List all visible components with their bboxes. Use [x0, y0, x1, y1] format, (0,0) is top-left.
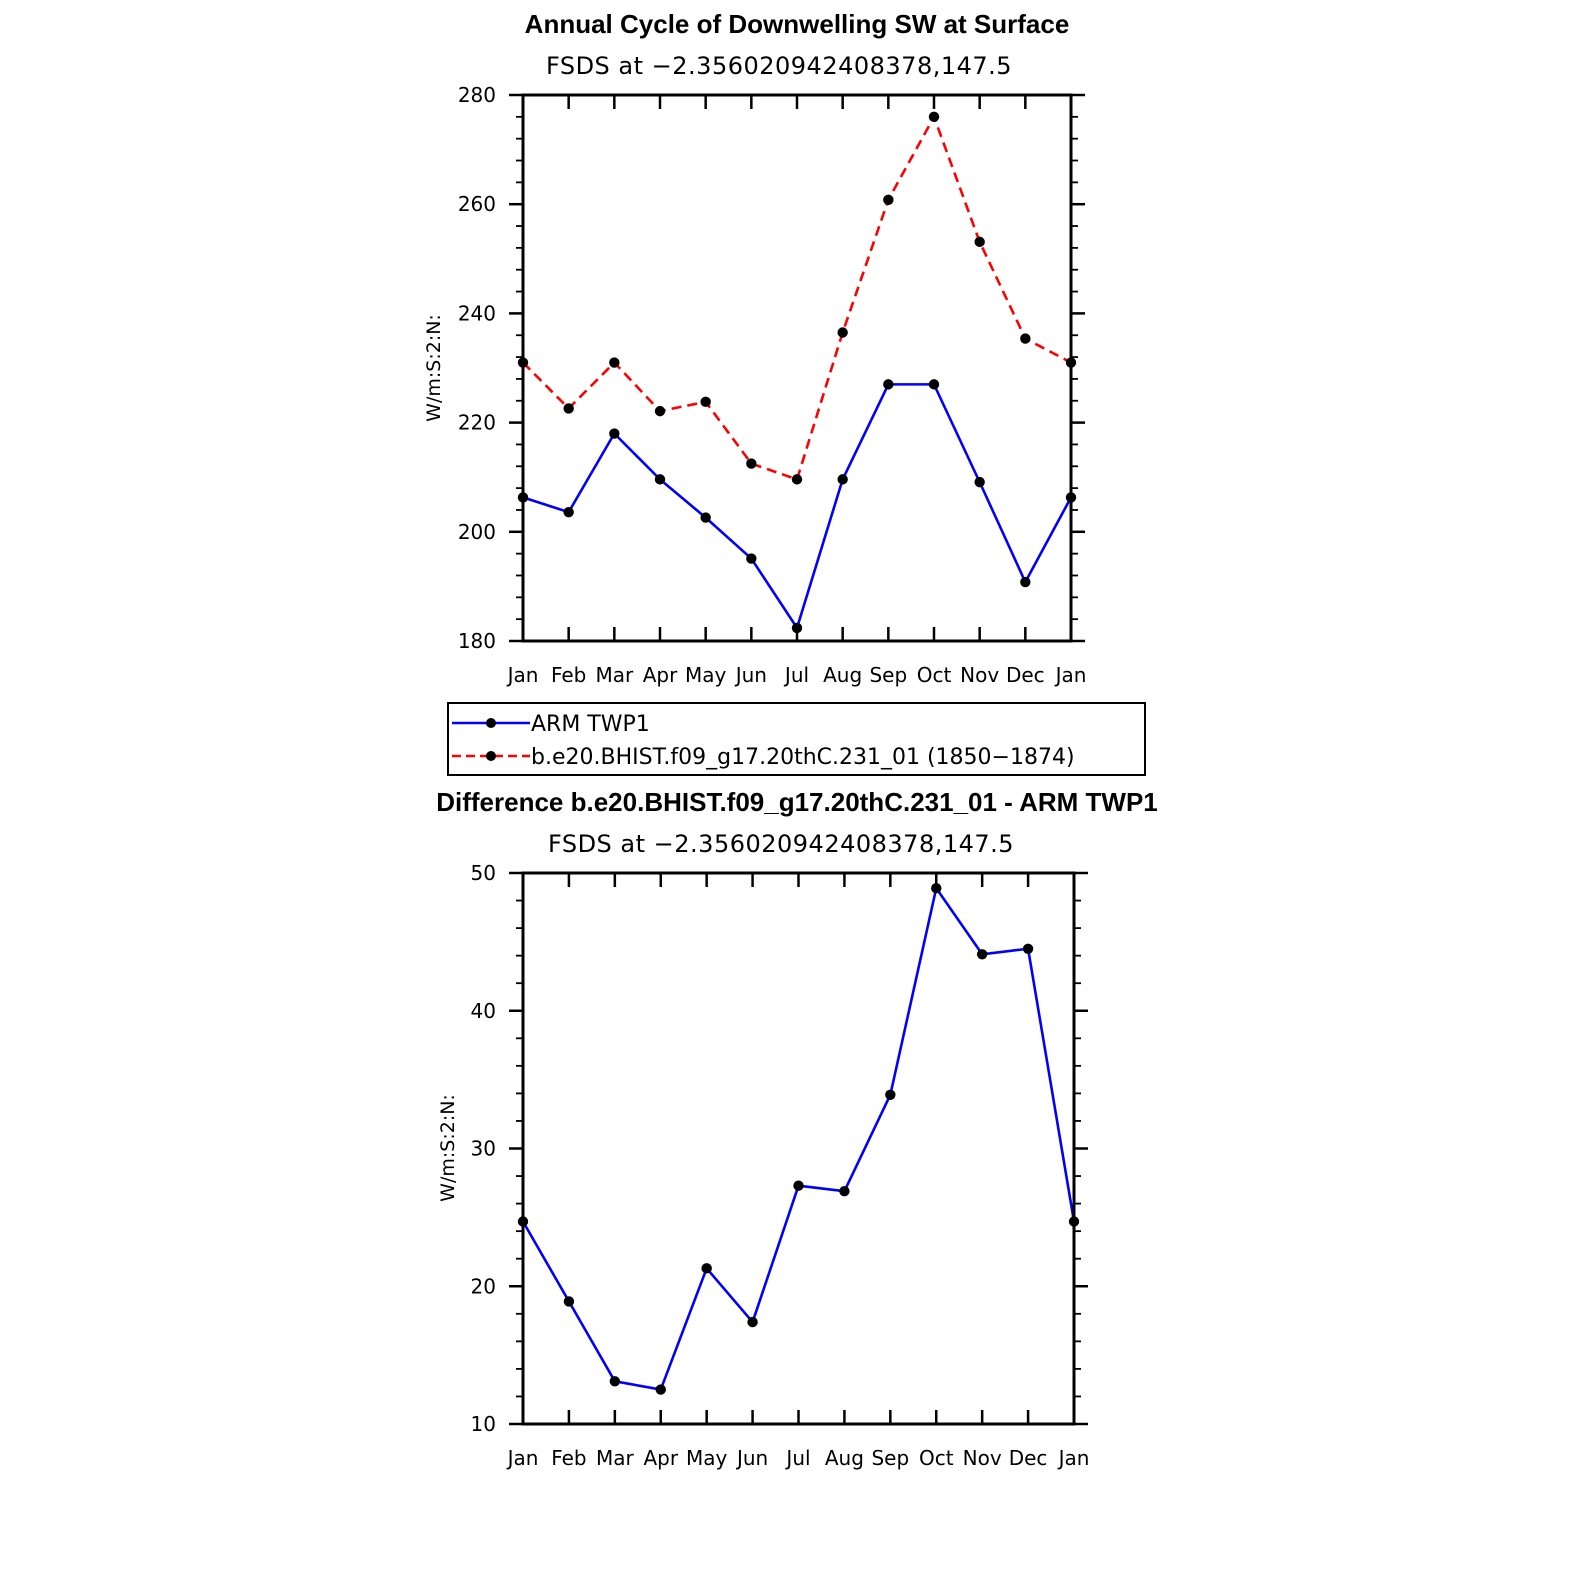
chart1-series-1-point [791, 474, 803, 485]
chart2-x-tick-label: Jan [506, 1446, 539, 1470]
chart2-x-tick-label: Jul [784, 1446, 810, 1470]
chart2-title: Difference b.e20.BHIST.f09_g17.20thC.231… [436, 787, 1158, 817]
chart1-y-tick-label: 200 [458, 520, 496, 544]
chart2-x-tick-label: Oct [919, 1446, 954, 1470]
chart1-x-tick-label: Aug [823, 663, 862, 687]
chart1-subtitle: FSDS at −2.356020942408378,147.5 [546, 52, 1012, 80]
chart1-series-0-point [928, 379, 940, 390]
chart1-x-tick-label: Mar [595, 663, 634, 687]
chart2-x-tick-label: Dec [1009, 1446, 1048, 1470]
chart2-series-0-point [563, 1296, 575, 1307]
chart2-x-tick-label: Mar [596, 1446, 635, 1470]
chart1-legend: ARM TWP1 b.e20.BHIST.f09_g17.20thC.231_0… [447, 702, 1146, 776]
chart1-series-group [517, 111, 1077, 634]
difference-chart: Difference b.e20.BHIST.f09_g17.20thC.231… [436, 787, 1158, 1470]
chart2-series-0-point [793, 1180, 804, 1191]
chart2-x-tick-label: Aug [825, 1446, 864, 1470]
chart1-x-tick-label: Nov [960, 663, 999, 687]
chart1-series-0-point [883, 379, 894, 390]
chart1-series-0-point [974, 476, 985, 488]
chart1-x-tick-label: Apr [643, 663, 678, 687]
chart1-x-tick-label: Dec [1006, 663, 1045, 687]
legend-model-label: b.e20.BHIST.f09_g17.20thC.231_01 (1850−1… [531, 745, 1075, 770]
chart2-y-tick-label: 40 [471, 999, 496, 1023]
chart2-series-0-point [931, 882, 942, 894]
chart1-series-1-point [1020, 333, 1031, 344]
chart2-axes: Jan Feb Mar Apr May Jun Jul Aug Sep Oct Nov Dec Jan 1… [471, 861, 1090, 1470]
chart1-plot-frame [521, 93, 1073, 643]
chart2-series-0-point [976, 949, 988, 960]
legend-model-marker [486, 751, 496, 761]
chart1-series-1-point [700, 396, 711, 408]
chart1-y-axis-label: W/m:S:2:N: [423, 314, 445, 422]
chart2-y-axis-label: W/m:S:2:N: [437, 1094, 459, 1202]
chart2-x-tick-label: Apr [643, 1446, 678, 1470]
chart2-series-0-point [609, 1376, 621, 1387]
chart2-series-0-line [521, 886, 1076, 1391]
chart1-series-0-point [746, 553, 757, 564]
chart1-series-1-point [928, 111, 940, 123]
chart1-x-tick-label: Jan [1054, 663, 1087, 687]
chart2-x-tick-label: Feb [551, 1446, 586, 1470]
chart1-series-1-point [837, 327, 848, 338]
chart1-series-0-point [700, 512, 711, 523]
chart2-x-tick-label: Jun [735, 1446, 768, 1470]
chart1-x-tick-label: Jan [506, 663, 539, 687]
chart1-y-tick-label: 220 [458, 411, 496, 435]
chart1-series-1-point [974, 236, 985, 248]
chart2-plot-frame [521, 871, 1076, 1426]
chart1-series-1-point [563, 403, 574, 414]
chart2-y-tick-label: 50 [471, 861, 496, 885]
chart1-series-0-point [791, 622, 803, 634]
chart1-y-tick-label: 280 [458, 83, 496, 107]
legend-box [447, 702, 1146, 776]
chart1-x-tick-label: Feb [551, 663, 586, 687]
chart2-y-tick-label: 10 [471, 1412, 496, 1436]
chart2-series-0-point [747, 1316, 758, 1328]
chart1-series-1-point [609, 357, 620, 368]
chart1-title: Annual Cycle of Downwelling SW at Surfac… [525, 9, 1070, 39]
chart1-x-tick-label: Oct [917, 663, 952, 687]
chart1-series-0-line [522, 383, 1073, 630]
chart1-series-0-point [563, 506, 574, 518]
chart1-x-tick-label: Jul [783, 663, 809, 687]
chart1-series-1-line [522, 115, 1072, 481]
chart1-series-0-point [654, 474, 666, 485]
legend-arm-marker [486, 718, 496, 728]
chart1-series-1-point [883, 194, 894, 206]
chart2-series-0-point [655, 1384, 666, 1395]
chart1-series-1-point [654, 405, 666, 417]
chart2-series-0-point [1022, 943, 1034, 954]
chart2-subtitle: FSDS at −2.356020942408378,147.5 [548, 830, 1014, 858]
chart2-series-0-point [839, 1186, 850, 1197]
chart1-x-tick-label: Sep [869, 663, 907, 687]
chart2-x-tick-label: Jan [1057, 1446, 1090, 1470]
chart2-y-tick-label: 30 [471, 1137, 496, 1161]
chart1-series-0-point [609, 428, 620, 439]
legend-arm-label: ARM TWP1 [531, 712, 650, 737]
chart1-x-tick-label: Jun [734, 663, 767, 687]
chart1-y-tick-label: 260 [458, 192, 496, 216]
annual-cycle-chart: Annual Cycle of Downwelling SW at Surfac… [423, 9, 1086, 687]
chart1-series-1-point [746, 458, 757, 469]
chart2-x-tick-label: Sep [871, 1446, 909, 1470]
chart2-series-0-point [885, 1089, 896, 1100]
chart1-y-tick-label: 180 [458, 629, 496, 653]
chart2-x-tick-label: Nov [963, 1446, 1002, 1470]
chart1-y-tick-label: 240 [458, 301, 496, 325]
chart1-axes: Jan Feb Mar Apr May Jun Jul Aug Sep Oct Nov Dec Jan 1… [458, 83, 1087, 687]
chart1-series-0-point [837, 474, 848, 485]
chart1-x-tick-label: May [685, 663, 727, 687]
chart2-x-tick-label: May [686, 1446, 728, 1470]
chart1-series-0-point [1020, 576, 1031, 588]
chart2-series-0-point [701, 1263, 712, 1274]
chart2-series-group [517, 882, 1080, 1395]
chart2-y-tick-label: 20 [471, 1274, 496, 1298]
